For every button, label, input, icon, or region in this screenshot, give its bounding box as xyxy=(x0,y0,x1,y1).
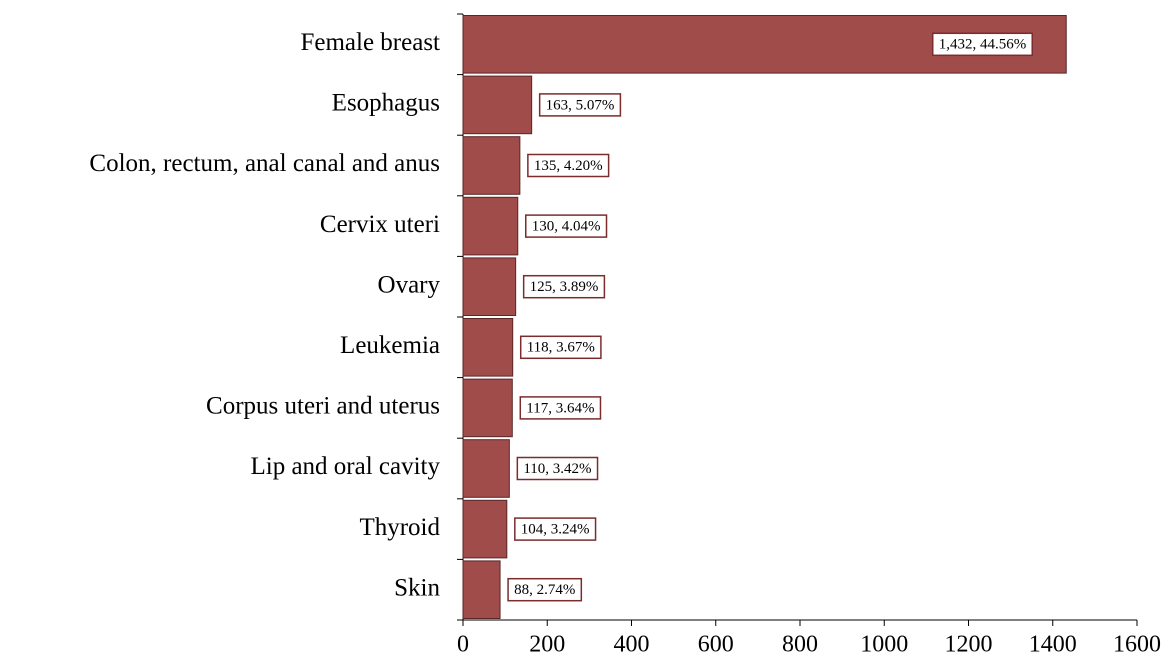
value-label-box xyxy=(538,93,622,117)
x-tick-label: 600 xyxy=(698,632,734,658)
bar xyxy=(462,560,501,620)
y-tick-label: Lip and oral cavity xyxy=(250,453,440,480)
value-label-box xyxy=(514,517,597,541)
value-label: 1,432, 44.56% xyxy=(939,37,1027,53)
y-tick-label: Skin xyxy=(394,574,440,601)
bar xyxy=(462,439,510,498)
x-tick-label: 800 xyxy=(782,632,818,658)
y-tick-label: Colon, rectum, anal canal and anus xyxy=(89,150,440,177)
bar xyxy=(462,75,533,135)
y-tick-label: Leukemia xyxy=(340,332,440,359)
value-label: 125, 3.89% xyxy=(530,279,599,295)
y-tick-label: Ovary xyxy=(378,271,441,298)
y-tick-label: Cervix uteri xyxy=(320,211,440,238)
value-label-box xyxy=(516,456,599,481)
value-label: 118, 3.67% xyxy=(527,340,595,356)
value-label: 88, 2.74% xyxy=(514,582,575,598)
value-label-box xyxy=(519,335,602,360)
x-tick-label: 1200 xyxy=(945,632,993,658)
value-label: 110, 3.42% xyxy=(523,461,591,477)
y-tick-label: Thyroid xyxy=(359,514,440,541)
value-label-box xyxy=(931,32,1033,57)
bar xyxy=(462,499,508,559)
bar xyxy=(462,196,519,256)
y-tick-label: Esophagus xyxy=(332,90,440,117)
value-label: 163, 5.07% xyxy=(546,97,615,113)
y-tick-label: Corpus uteri and uterus xyxy=(206,393,440,420)
value-label-box xyxy=(525,214,608,238)
x-tick-label: 1600 xyxy=(1113,632,1161,658)
x-tick-label: 1400 xyxy=(1029,632,1077,658)
x-tick-label: 400 xyxy=(614,632,650,658)
value-label-box xyxy=(519,396,602,420)
bar xyxy=(462,378,513,438)
value-label: 117, 3.64% xyxy=(526,400,594,416)
value-label: 130, 4.04% xyxy=(532,219,601,235)
y-tick-label: Female breast xyxy=(300,29,440,56)
value-label-box xyxy=(527,153,610,178)
bar xyxy=(462,136,521,195)
x-tick-label: 0 xyxy=(457,632,469,658)
value-label: 135, 4.20% xyxy=(534,158,603,174)
value-label: 104, 3.24% xyxy=(521,522,590,538)
x-tick-label: 200 xyxy=(529,632,565,658)
value-label-box xyxy=(522,274,606,299)
bar xyxy=(462,318,514,377)
value-label-box xyxy=(507,577,583,602)
bar xyxy=(462,257,517,316)
x-tick-label: 1000 xyxy=(860,632,908,658)
